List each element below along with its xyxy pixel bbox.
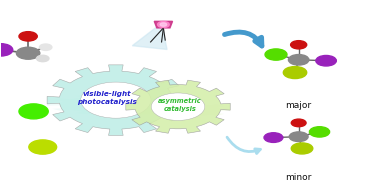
FancyArrowPatch shape bbox=[227, 137, 260, 153]
Polygon shape bbox=[47, 65, 185, 135]
Circle shape bbox=[291, 119, 306, 127]
Circle shape bbox=[264, 133, 283, 142]
Circle shape bbox=[289, 132, 308, 142]
Circle shape bbox=[291, 143, 313, 154]
Polygon shape bbox=[126, 80, 230, 133]
Circle shape bbox=[19, 104, 48, 119]
Circle shape bbox=[157, 22, 169, 28]
Circle shape bbox=[37, 55, 49, 62]
Circle shape bbox=[39, 44, 52, 50]
Circle shape bbox=[283, 67, 307, 79]
Polygon shape bbox=[47, 94, 185, 115]
Circle shape bbox=[81, 82, 151, 118]
Circle shape bbox=[291, 41, 307, 49]
Text: minor: minor bbox=[286, 174, 312, 183]
Polygon shape bbox=[154, 21, 172, 28]
FancyArrowPatch shape bbox=[225, 32, 262, 46]
Polygon shape bbox=[126, 102, 230, 118]
Circle shape bbox=[160, 23, 167, 26]
Circle shape bbox=[151, 93, 205, 120]
Text: asymmetric
catalysis: asymmetric catalysis bbox=[158, 98, 201, 112]
Circle shape bbox=[19, 32, 37, 41]
Circle shape bbox=[309, 127, 330, 137]
Circle shape bbox=[265, 49, 287, 60]
Polygon shape bbox=[132, 23, 167, 50]
Circle shape bbox=[29, 140, 57, 154]
Circle shape bbox=[17, 47, 40, 59]
Text: major: major bbox=[286, 101, 312, 110]
Circle shape bbox=[288, 55, 309, 65]
Circle shape bbox=[316, 56, 336, 66]
Text: visible-light
photocatalysis: visible-light photocatalysis bbox=[77, 91, 137, 105]
Circle shape bbox=[0, 44, 13, 56]
